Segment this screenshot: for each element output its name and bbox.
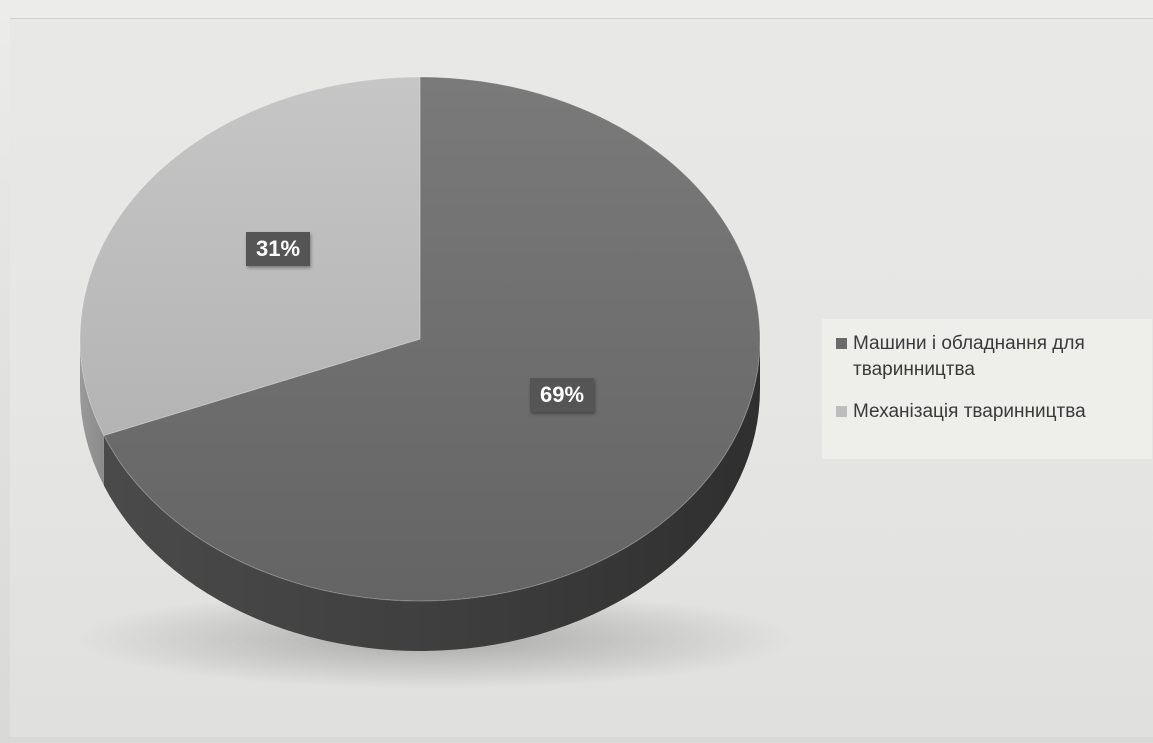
legend: Машини і обладнання для тваринництва Мех… (822, 319, 1152, 459)
legend-item: Машини і обладнання для тваринництва (836, 331, 1144, 383)
pie-slice (103, 76, 761, 602)
chart-area: 69% 31% Машини і обладнання для тваринниц… (10, 18, 1153, 737)
pie-data-label: 69% (530, 378, 594, 412)
legend-swatch-icon (836, 338, 847, 349)
legend-swatch-icon (836, 406, 847, 417)
legend-label: Машини і обладнання для тваринництва (853, 333, 1085, 380)
legend-item: Механізація тваринництва (836, 399, 1144, 425)
pie-data-label: 31% (246, 232, 310, 266)
pie-slice-side (80, 339, 104, 486)
pie-slice-side (103, 339, 761, 651)
legend-label: Механізація тваринництва (853, 401, 1086, 422)
